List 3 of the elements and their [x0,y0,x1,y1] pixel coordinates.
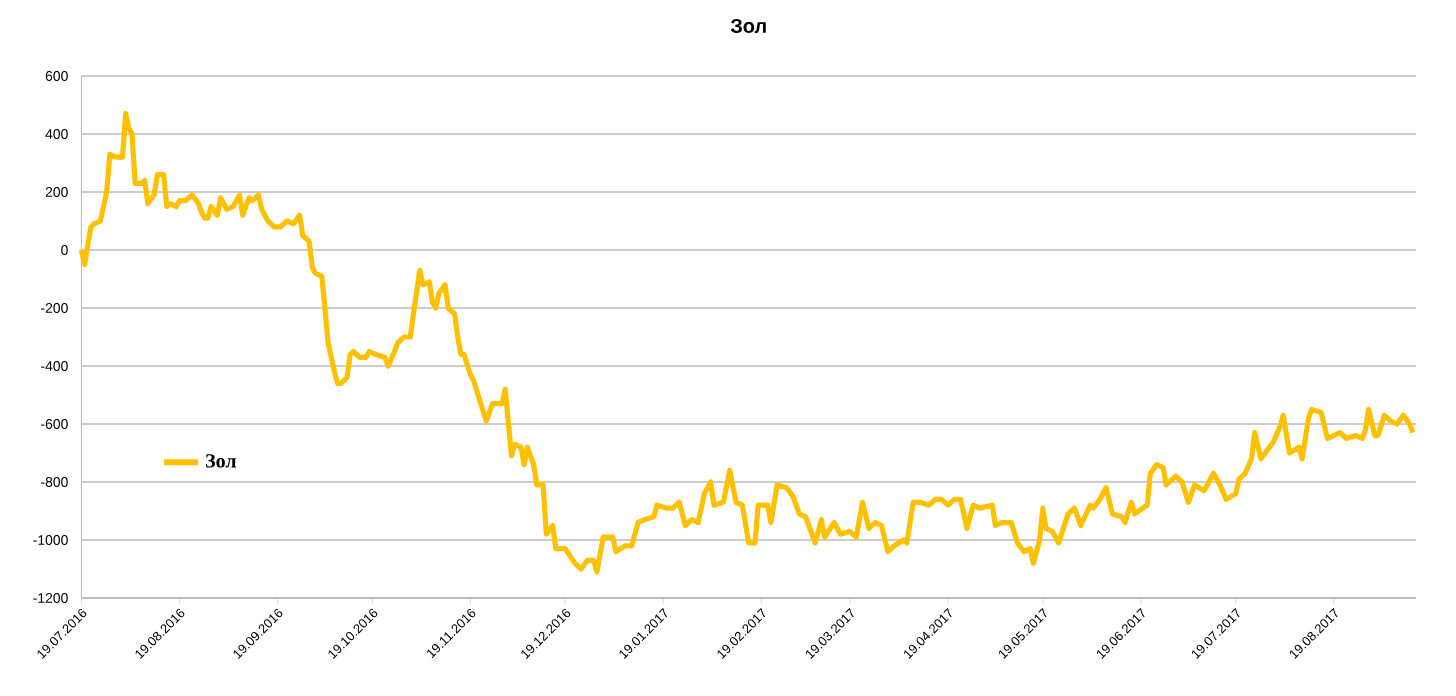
line-series [78,111,1416,575]
chart-title: Зол [730,18,766,33]
legend-label: Зол [206,454,237,468]
